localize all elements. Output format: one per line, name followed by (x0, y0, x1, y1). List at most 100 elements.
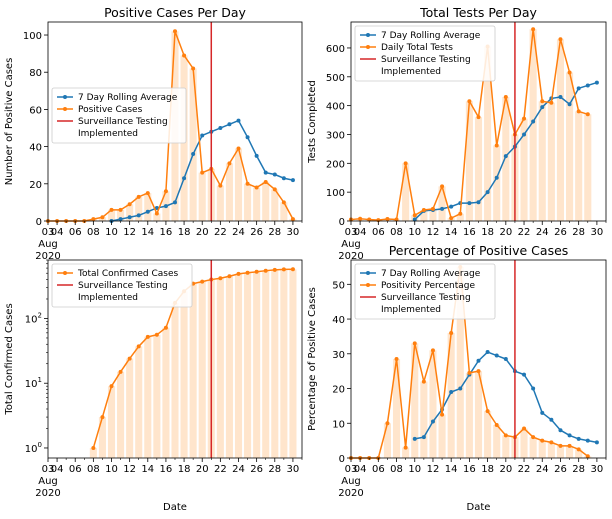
legend-marker-positivity-percentage (366, 283, 370, 287)
point-7-day-rolling-average (440, 206, 445, 211)
y-axis-label: Number of Positive Cases (4, 58, 15, 186)
point-positive-cases (290, 217, 295, 222)
point-daily-total-tests (467, 99, 472, 104)
legend-label-total-confirmed-cases: Total Confirmed Cases (77, 269, 178, 279)
point-daily-total-tests (358, 216, 363, 221)
x-tick-label: 26 (554, 227, 567, 238)
legend-label-line: Implemented (381, 67, 441, 77)
point-positive-cases (191, 66, 196, 71)
x-tick-label: 18 (178, 227, 191, 238)
point-daily-total-tests (458, 211, 463, 216)
bar (180, 291, 188, 458)
point-7-day-rolling-average (522, 372, 527, 377)
bar (575, 111, 583, 221)
bar (98, 417, 106, 458)
bar (547, 442, 555, 458)
point-daily-total-tests (576, 109, 581, 114)
point-positive-cases (100, 215, 105, 220)
bar (126, 204, 134, 221)
bar (556, 445, 565, 458)
x-tick-label: 28 (268, 227, 281, 238)
point-positive-cases (154, 211, 159, 216)
bar (584, 114, 592, 221)
bar (225, 276, 233, 458)
legend: Total Confirmed Cases Surveillance Testin… (51, 263, 193, 308)
chart-title: Total Tests Per Day (419, 5, 537, 20)
x-month-label: Aug (341, 239, 361, 250)
bar (484, 411, 492, 458)
x-tick-label: 12 (123, 227, 136, 238)
point-positive-cases (145, 191, 150, 196)
bar (135, 346, 143, 458)
bar (474, 117, 483, 221)
point-7-day-rolling-average (522, 132, 527, 137)
bar (438, 414, 446, 458)
point-total-confirmed-cases (290, 267, 295, 272)
x-tick-label: 24 (536, 227, 549, 238)
point-total-confirmed-cases (91, 445, 96, 450)
point-positivity-percentage (476, 369, 481, 374)
point-total-confirmed-cases (281, 267, 286, 272)
point-7-day-rolling-average (476, 200, 481, 205)
point-daily-total-tests (449, 216, 454, 221)
y-tick-label: 20 (332, 385, 345, 396)
x-tick-label: 14 (445, 464, 458, 475)
bar (271, 269, 279, 458)
legend-label-line: Implemented (78, 293, 138, 303)
legend-label-line: Surveillance Testing (381, 293, 471, 303)
x-tick-label: 20 (499, 464, 512, 475)
x-tick-label: 03 (42, 464, 55, 475)
point-positivity-percentage (449, 330, 454, 335)
x-month-label: Aug (341, 476, 361, 487)
point-daily-total-tests (403, 161, 408, 166)
x-tick-label: 30 (287, 227, 300, 238)
point-7-day-rolling-average (227, 122, 232, 127)
y-tick-label: 0 (36, 217, 42, 228)
point-total-confirmed-cases (118, 369, 123, 374)
point-7-day-rolling-average (290, 178, 295, 183)
x-tick-label: 06 (372, 464, 385, 475)
x-tick-label: 22 (214, 464, 227, 475)
y-tick-label: 30 (332, 350, 345, 361)
bar (107, 209, 116, 221)
y-tick-label: 0 (339, 454, 345, 465)
point-total-confirmed-cases (200, 279, 205, 284)
x-tick-label: 14 (141, 464, 154, 475)
point-positivity-percentage (421, 379, 426, 384)
bar (107, 386, 116, 458)
point-7-day-rolling-average (485, 190, 490, 195)
point-total-confirmed-cases (263, 268, 268, 273)
point-daily-total-tests (385, 216, 390, 221)
point-daily-total-tests (567, 70, 572, 75)
point-7-day-rolling-average (576, 86, 581, 91)
bar (538, 101, 546, 221)
point-positive-cases (236, 146, 241, 151)
point-total-confirmed-cases (109, 384, 114, 389)
x-tick-label: 24 (232, 464, 245, 475)
point-positive-cases (218, 183, 223, 188)
point-7-day-rolling-average (467, 201, 472, 206)
legend-box (354, 263, 496, 320)
y-tick-label: 500 (326, 73, 345, 84)
point-7-day-rolling-average (503, 357, 508, 361)
bar (402, 447, 410, 458)
point-7-day-rolling-average (136, 213, 141, 218)
point-7-day-rolling-average (576, 436, 581, 441)
bar (225, 163, 233, 221)
point-positive-cases (281, 200, 286, 205)
bar (162, 327, 170, 458)
point-7-day-rolling-average (281, 176, 286, 181)
legend-marker-7-day-rolling-average (366, 33, 370, 37)
x-month-label: Aug (38, 476, 58, 487)
point-daily-total-tests (558, 37, 563, 42)
x-tick-label: 20 (196, 227, 209, 238)
bar (89, 447, 97, 458)
x-tick-label: 24 (232, 227, 245, 238)
point-7-day-rolling-average (245, 135, 250, 140)
y-tick-label: 40 (332, 315, 345, 326)
x-tick-label: 30 (591, 464, 604, 475)
x-tick-label: 04 (51, 227, 64, 238)
x-tick-label: 30 (287, 464, 300, 475)
